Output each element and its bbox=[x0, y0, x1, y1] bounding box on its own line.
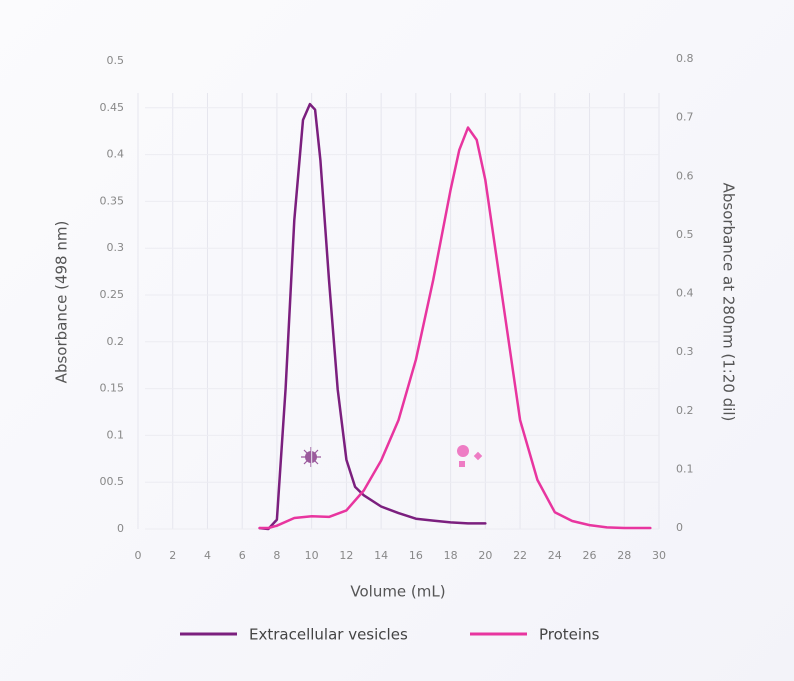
x-tick-label: 0 bbox=[135, 549, 142, 562]
x-tick-label: 30 bbox=[652, 549, 666, 562]
x-tick-label: 28 bbox=[617, 549, 631, 562]
x-tick-label: 18 bbox=[444, 549, 458, 562]
y2-tick-label: 0.5 bbox=[676, 228, 694, 241]
y-tick-label: 0.5 bbox=[107, 54, 125, 67]
y2-tick-label: 0.7 bbox=[676, 111, 694, 124]
y-tick-label: 0.35 bbox=[100, 194, 125, 207]
y-axis-title: Absorbance (498 nm) bbox=[53, 221, 71, 384]
x-tick-label: 12 bbox=[339, 549, 353, 562]
data-line bbox=[258, 102, 487, 531]
x-tick-label: 10 bbox=[305, 549, 319, 562]
y2-tick-label: 0.6 bbox=[676, 169, 694, 182]
x-tick-label: 24 bbox=[548, 549, 562, 562]
x-tick-label: 4 bbox=[204, 549, 211, 562]
y-tick-label: 0 bbox=[117, 522, 124, 535]
x-axis-title: Volume (mL) bbox=[350, 583, 445, 601]
y2-tick-label: 0.4 bbox=[676, 287, 694, 300]
protein-icon bbox=[457, 445, 483, 467]
y2-tick-label: 0.1 bbox=[676, 462, 694, 475]
x-tick-label: 8 bbox=[273, 549, 280, 562]
y2-tick-label: 0.3 bbox=[676, 345, 694, 358]
y2-tick-label: 0.8 bbox=[676, 52, 694, 65]
data-line bbox=[258, 126, 652, 530]
x-tick-label: 22 bbox=[513, 549, 527, 562]
y-tick-label: 0.15 bbox=[100, 382, 125, 395]
x-tick-label: 16 bbox=[409, 549, 423, 562]
legend-label: Extracellular vesicles bbox=[249, 626, 408, 644]
y2-axis-title: Absorbance at 280nm (1:20 dil) bbox=[720, 183, 738, 422]
legend-label: Proteins bbox=[539, 626, 600, 644]
x-tick-label: 6 bbox=[239, 549, 246, 562]
y-tick-label: 00.5 bbox=[100, 475, 125, 488]
y-tick-label: 0.25 bbox=[100, 288, 125, 301]
x-tick-label: 20 bbox=[478, 549, 492, 562]
x-tick-label: 14 bbox=[374, 549, 388, 562]
ev-icon bbox=[301, 447, 321, 467]
y-tick-label: 0.2 bbox=[107, 335, 125, 348]
y2-tick-label: 0 bbox=[676, 521, 683, 534]
y-tick-label: 0.4 bbox=[107, 148, 125, 161]
y-tick-label: 0.3 bbox=[107, 241, 125, 254]
x-tick-label: 2 bbox=[169, 549, 176, 562]
y-tick-label: 0.1 bbox=[107, 428, 125, 441]
x-tick-label: 26 bbox=[583, 549, 597, 562]
y-tick-label: 0.45 bbox=[100, 101, 125, 114]
y2-tick-label: 0.2 bbox=[676, 404, 694, 417]
